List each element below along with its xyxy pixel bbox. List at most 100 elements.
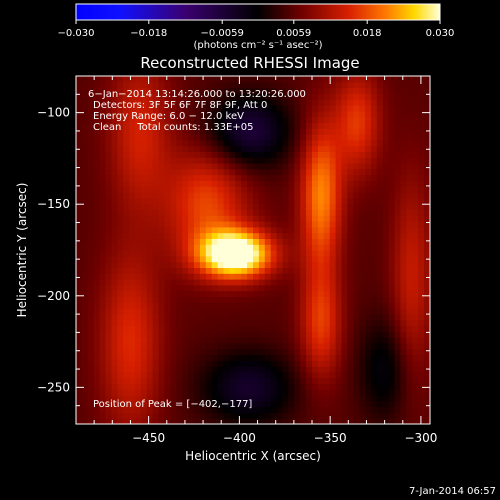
heatmap-cell bbox=[223, 110, 230, 118]
heatmap-cell bbox=[353, 348, 360, 355]
heatmap-cell bbox=[341, 168, 348, 176]
heatmap-cell bbox=[87, 360, 95, 367]
heatmap-cell bbox=[158, 99, 166, 106]
heatmap-cell bbox=[188, 145, 195, 152]
heatmap-cell bbox=[282, 180, 289, 187]
heatmap-cell bbox=[264, 81, 272, 89]
heatmap-cell bbox=[217, 145, 225, 152]
heatmap-cell bbox=[347, 238, 354, 245]
heatmap-cell bbox=[235, 76, 242, 83]
heatmap-cell bbox=[382, 99, 390, 106]
heatmap-cell bbox=[270, 145, 278, 152]
heatmap-cell bbox=[341, 250, 348, 257]
heatmap-cell bbox=[229, 209, 236, 216]
heatmap-cell bbox=[152, 203, 160, 210]
heatmap-cell bbox=[400, 180, 407, 187]
heatmap-cell bbox=[382, 87, 390, 94]
heatmap-cell bbox=[188, 93, 195, 100]
heatmap-cell bbox=[288, 389, 295, 396]
heatmap-cell bbox=[276, 255, 284, 263]
heatmap-cell bbox=[152, 221, 160, 228]
heatmap-cell bbox=[353, 296, 360, 303]
heatmap-cell bbox=[129, 302, 136, 309]
heatmap-cell bbox=[288, 342, 295, 350]
heatmap-cell bbox=[288, 238, 295, 245]
heatmap-cell bbox=[312, 255, 319, 263]
heatmap-cell bbox=[105, 180, 112, 187]
heatmap-cell bbox=[182, 366, 189, 373]
heatmap-cell bbox=[270, 192, 278, 199]
heatmap-cell bbox=[105, 377, 112, 384]
heatmap-cell bbox=[129, 76, 136, 83]
heatmap-cell bbox=[294, 105, 301, 112]
heatmap-cell bbox=[418, 400, 425, 408]
heatmap-cell bbox=[371, 261, 378, 268]
heatmap-cell bbox=[371, 163, 378, 170]
heatmap-cell bbox=[335, 354, 343, 361]
heatmap-cell bbox=[105, 296, 112, 303]
heatmap-cell bbox=[170, 290, 177, 297]
heatmap-cell bbox=[81, 302, 89, 309]
heatmap-cell bbox=[323, 308, 331, 315]
heatmap-cell bbox=[247, 221, 254, 228]
heatmap-cell bbox=[258, 273, 266, 280]
heatmap-cell bbox=[164, 313, 171, 321]
heatmap-cell bbox=[105, 267, 112, 274]
heatmap-cell bbox=[170, 122, 177, 129]
heatmap-cell bbox=[164, 81, 171, 89]
heatmap-cell bbox=[158, 244, 166, 251]
heatmap-cell bbox=[229, 313, 236, 321]
heatmap-cell bbox=[105, 284, 112, 292]
heatmap-cell bbox=[347, 418, 354, 424]
heatmap-cell bbox=[264, 331, 272, 338]
heatmap-cell bbox=[194, 377, 201, 384]
heatmap-cell bbox=[282, 371, 289, 379]
heatmap-cell bbox=[81, 418, 89, 424]
heatmap-cell bbox=[371, 186, 378, 193]
heatmap-cell bbox=[406, 406, 413, 413]
heatmap-cell bbox=[170, 145, 177, 152]
heatmap-cell bbox=[323, 232, 331, 239]
heatmap-cell bbox=[394, 232, 402, 239]
heatmap-cell bbox=[176, 383, 183, 390]
heatmap-cell bbox=[211, 313, 219, 321]
heatmap-cell bbox=[371, 325, 378, 332]
heatmap-cell bbox=[258, 139, 266, 147]
heatmap-cell bbox=[111, 319, 118, 326]
heatmap-cell bbox=[223, 134, 230, 141]
heatmap-cell bbox=[412, 203, 419, 210]
heatmap-cell bbox=[176, 255, 183, 263]
heatmap-cell bbox=[194, 186, 201, 193]
heatmap-cell bbox=[81, 360, 89, 367]
heatmap-cell bbox=[365, 296, 372, 303]
heatmap-cell bbox=[371, 128, 378, 135]
heatmap-cell bbox=[205, 383, 213, 390]
heatmap-cell bbox=[270, 215, 278, 222]
heatmap-cell bbox=[235, 279, 242, 286]
heatmap-cell bbox=[406, 371, 413, 379]
heatmap-cell bbox=[111, 186, 118, 193]
heatmap-cell bbox=[341, 400, 348, 408]
heatmap-cell bbox=[394, 325, 402, 332]
heatmap-cell bbox=[76, 348, 83, 355]
heatmap-cell bbox=[81, 145, 89, 152]
heatmap-cell bbox=[300, 267, 307, 274]
heatmap-cell bbox=[317, 122, 325, 129]
heatmap-cell bbox=[99, 250, 107, 257]
heatmap-cell bbox=[211, 261, 219, 268]
heatmap-cell bbox=[353, 134, 360, 141]
heatmap-cell bbox=[117, 319, 124, 326]
heatmap-cell bbox=[312, 232, 319, 239]
heatmap-cell bbox=[312, 412, 319, 419]
heatmap-cell bbox=[329, 87, 337, 94]
heatmap-cell bbox=[371, 197, 378, 205]
heatmap-cell bbox=[123, 87, 130, 94]
heatmap-cell bbox=[359, 400, 366, 408]
heatmap-cell bbox=[253, 186, 260, 193]
heatmap-cell bbox=[194, 395, 201, 402]
heatmap-cell bbox=[217, 99, 225, 106]
heatmap-cell bbox=[418, 302, 425, 309]
heatmap-cell bbox=[270, 279, 278, 286]
heatmap-cell bbox=[140, 226, 148, 234]
heatmap-cell bbox=[264, 203, 272, 210]
